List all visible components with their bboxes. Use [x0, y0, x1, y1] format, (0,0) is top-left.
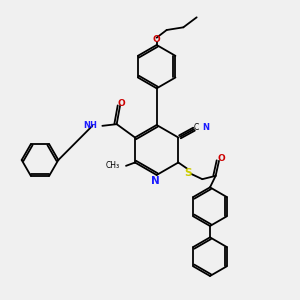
Text: NH: NH [83, 121, 97, 130]
Text: C: C [194, 123, 199, 132]
Text: N: N [151, 176, 159, 186]
Text: S: S [184, 167, 192, 178]
Text: O: O [118, 99, 126, 108]
Text: CH₃: CH₃ [106, 161, 120, 170]
Text: N: N [202, 123, 209, 132]
Text: O: O [153, 35, 160, 44]
Text: O: O [217, 154, 225, 163]
